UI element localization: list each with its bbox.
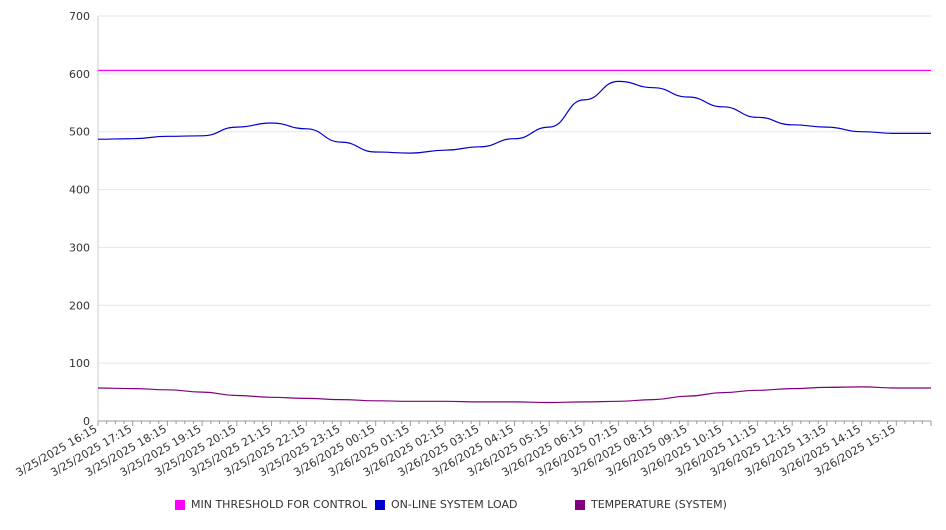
- y-tick-label-400: 400: [69, 184, 90, 197]
- legend-swatch-min-threshold: [175, 499, 185, 510]
- series-line-on-line-system-load: [97, 80, 931, 154]
- legend-item-min-threshold[interactable]: MIN THRESHOLD FOR CONTROL: [175, 498, 367, 511]
- y-tick-labels: 0 100 200 300 400 500 600 700: [69, 10, 90, 428]
- legend-swatch-temperature: [575, 499, 585, 510]
- y-tick-label-0: 0: [83, 415, 90, 428]
- legend-label-temperature: TEMPERATURE (SYSTEM): [591, 498, 727, 511]
- legend-item-online-system-load[interactable]: ON-LINE SYSTEM LOAD: [375, 498, 517, 511]
- legend-label-min-threshold: MIN THRESHOLD FOR CONTROL: [191, 498, 367, 511]
- series-line-temperature-system: [97, 386, 931, 404]
- y-tick-label-500: 500: [69, 126, 90, 139]
- legend-label-online-system-load: ON-LINE SYSTEM LOAD: [391, 498, 518, 511]
- axes: [97, 16, 932, 426]
- y-tick-label-300: 300: [69, 241, 90, 254]
- grid-lines: [98, 15, 931, 364]
- legend-swatch-online-system-load: [375, 499, 385, 510]
- y-tick-label-700: 700: [69, 10, 90, 23]
- series-lines: [97, 69, 931, 404]
- y-tick-label-200: 200: [69, 299, 90, 312]
- y-tick-label-100: 100: [69, 357, 90, 370]
- legend: MIN THRESHOLD FOR CONTROL ON-LINE SYSTEM…: [0, 498, 946, 514]
- y-tick-label-600: 600: [69, 68, 90, 81]
- legend-item-temperature[interactable]: TEMPERATURE (SYSTEM): [575, 498, 727, 511]
- x-tick-labels: 3/25/2025 16:153/25/2025 17:153/25/2025 …: [14, 422, 898, 479]
